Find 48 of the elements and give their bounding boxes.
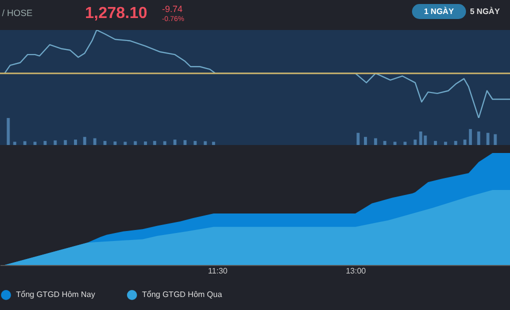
bar — [374, 138, 378, 145]
bar — [74, 140, 77, 145]
bar — [33, 142, 36, 145]
bar — [383, 140, 386, 145]
bar — [184, 140, 187, 145]
bar — [114, 141, 117, 145]
text: 5 NGÀY — [469, 6, 501, 18]
text: / HOSE — [2, 8, 33, 18]
bar — [153, 140, 156, 145]
bar — [13, 142, 16, 145]
x-tick-label: 11:30 — [208, 266, 228, 276]
bar — [204, 141, 207, 145]
bar — [54, 140, 57, 145]
text: 1,278.10 — [85, 5, 148, 23]
bar — [144, 141, 147, 145]
bar — [163, 141, 166, 145]
bar — [364, 136, 367, 145]
text: -9.74 — [162, 4, 183, 14]
x-tick-label: 13:00 — [346, 266, 366, 276]
bar — [419, 132, 422, 145]
bar — [444, 142, 448, 145]
bar — [494, 134, 497, 145]
bar — [23, 141, 26, 145]
bar — [477, 132, 480, 145]
bar — [6, 118, 10, 145]
bar — [356, 132, 360, 145]
legend-label: Tổng GTGD Hôm Nay — [16, 290, 96, 299]
bar — [173, 140, 176, 145]
text: 1 NGÀY — [412, 4, 466, 19]
bar — [404, 142, 407, 145]
bar — [486, 132, 490, 145]
bar — [44, 140, 47, 145]
bar — [83, 136, 86, 145]
bar — [454, 140, 458, 145]
bar — [64, 140, 67, 145]
bar — [463, 140, 466, 145]
bar — [124, 142, 127, 145]
legend-label: Tổng GTGD Hôm Qua — [142, 290, 223, 299]
bar — [424, 136, 427, 145]
bar — [93, 138, 96, 145]
bar — [134, 141, 137, 145]
bar — [103, 140, 106, 145]
bar — [212, 142, 216, 145]
bar — [414, 140, 417, 145]
bar — [434, 140, 437, 145]
bar — [194, 140, 197, 145]
bar — [468, 129, 472, 145]
bar — [393, 142, 396, 145]
